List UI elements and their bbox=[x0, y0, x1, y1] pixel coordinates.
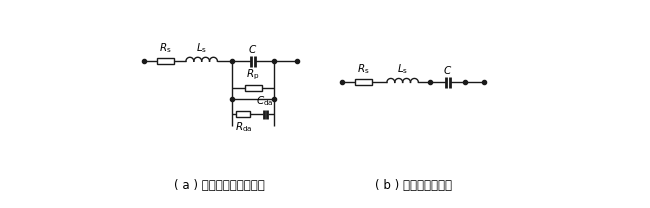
Bar bbox=[244, 85, 261, 92]
Text: $L_{\rm s}$: $L_{\rm s}$ bbox=[397, 62, 408, 76]
Bar bbox=[157, 58, 174, 64]
Text: ( a ) 电容器实际等效电路: ( a ) 电容器实际等效电路 bbox=[174, 179, 265, 192]
Bar bbox=[355, 79, 372, 85]
Bar bbox=[237, 111, 250, 117]
Text: $C_{\rm da}$: $C_{\rm da}$ bbox=[256, 94, 274, 108]
Text: $R_{\rm p}$: $R_{\rm p}$ bbox=[246, 68, 260, 82]
Text: $R_{\rm s}$: $R_{\rm s}$ bbox=[357, 62, 370, 76]
Text: $R_{\rm s}$: $R_{\rm s}$ bbox=[159, 41, 172, 54]
Text: $L_{\rm s}$: $L_{\rm s}$ bbox=[196, 41, 207, 54]
Text: ( b ) 电容器简化模型: ( b ) 电容器简化模型 bbox=[374, 179, 452, 192]
Text: $R_{\rm da}$: $R_{\rm da}$ bbox=[235, 120, 252, 134]
Text: $C$: $C$ bbox=[248, 43, 257, 54]
Text: $C$: $C$ bbox=[443, 64, 452, 76]
